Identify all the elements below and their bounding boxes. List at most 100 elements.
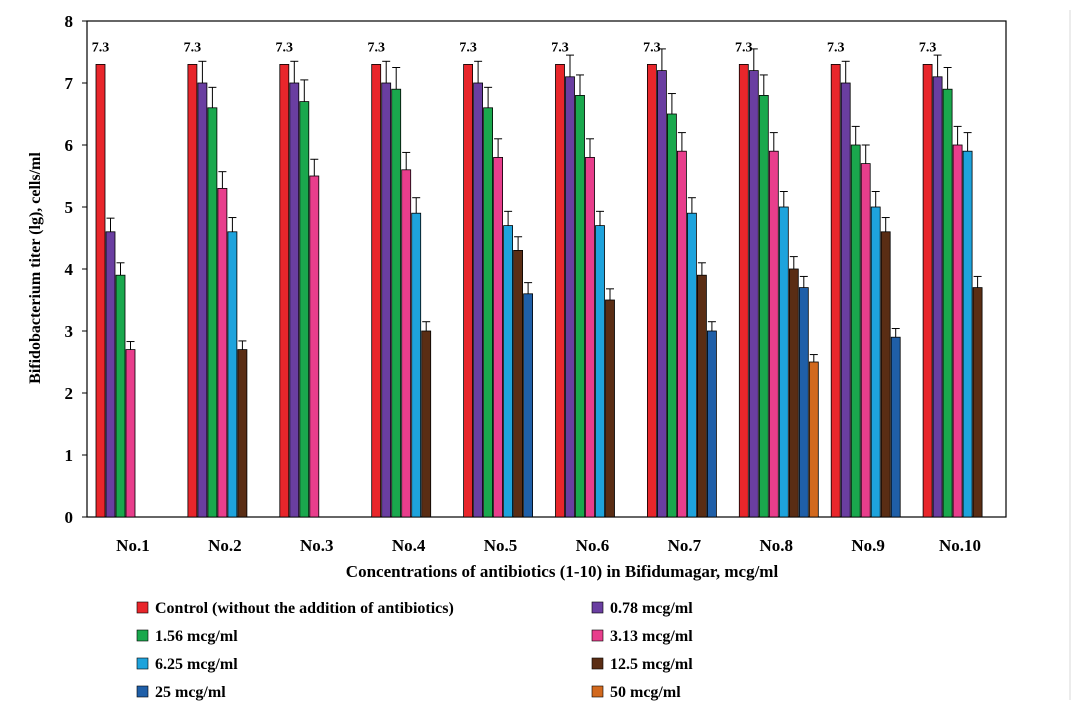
legend-swatch xyxy=(591,657,604,670)
legend-swatch xyxy=(591,629,604,642)
bar xyxy=(952,144,963,518)
bar xyxy=(667,113,677,518)
legend: Control (without the addition of antibio… xyxy=(136,600,693,701)
bar xyxy=(922,64,933,518)
bar xyxy=(309,175,320,518)
bar xyxy=(850,144,861,518)
data-label: 7.3 xyxy=(459,40,477,55)
legend-label: 3.13 mcg/ml xyxy=(610,628,693,645)
bar xyxy=(187,64,198,518)
bar xyxy=(289,82,300,518)
y-tick-label: 7 xyxy=(65,74,74,93)
bar xyxy=(207,107,218,518)
legend-swatch xyxy=(136,629,149,642)
bar xyxy=(237,349,248,518)
bar xyxy=(115,274,126,518)
data-label: 7.3 xyxy=(92,40,110,55)
bar xyxy=(697,274,707,518)
data-label: 7.3 xyxy=(643,40,661,55)
bar xyxy=(788,268,799,518)
bar xyxy=(605,299,615,518)
y-tick-label: 6 xyxy=(65,136,74,155)
bar xyxy=(421,330,432,518)
bar xyxy=(768,150,779,518)
legend-swatch xyxy=(591,601,604,614)
legend-swatch xyxy=(136,601,149,614)
plot-area: 0 1 2 3 4 5 6 7 8 No.1 7.3 No.2 7.3 No.3 7.3 No.4 7.3 No.… xyxy=(65,12,1007,555)
x-tick-label: No.4 xyxy=(392,536,426,555)
y-tick-label: 2 xyxy=(65,384,74,403)
bar xyxy=(748,70,759,518)
bar xyxy=(105,231,116,518)
legend-label: 6.25 mcg/ml xyxy=(155,656,238,673)
bar xyxy=(880,231,891,518)
bar xyxy=(758,95,769,518)
x-tick-label: No.1 xyxy=(116,536,150,555)
bar xyxy=(513,249,523,518)
y-tick-label: 3 xyxy=(65,322,74,341)
bar xyxy=(738,64,749,518)
bar xyxy=(942,88,953,518)
x-axis-label: Concentrations of antibiotics (1-10) in … xyxy=(346,562,779,581)
x-tick-label: No.9 xyxy=(851,536,885,555)
bar xyxy=(565,76,575,518)
data-label: 7.3 xyxy=(367,40,385,55)
legend-swatch xyxy=(136,657,149,670)
bar xyxy=(575,95,585,518)
x-tick-label: No.3 xyxy=(300,536,334,555)
x-tick-label: No.5 xyxy=(484,536,518,555)
data-label: 7.3 xyxy=(827,40,845,55)
x-tick-label: No.2 xyxy=(208,536,242,555)
bar xyxy=(503,225,514,518)
bar xyxy=(227,231,238,518)
bar xyxy=(555,64,565,518)
bar xyxy=(808,361,819,518)
legend-label: 25 mcg/ml xyxy=(155,684,226,701)
x-tick-label: No.6 xyxy=(576,536,610,555)
y-tick-label: 0 xyxy=(65,508,74,527)
data-label: 7.3 xyxy=(276,40,294,55)
x-tick-label: No.8 xyxy=(759,536,793,555)
bar xyxy=(299,101,310,518)
y-tick-label: 1 xyxy=(65,446,74,465)
legend-label: Control (without the addition of antibio… xyxy=(155,600,454,617)
bar xyxy=(473,82,484,518)
bar xyxy=(483,107,494,518)
bar xyxy=(860,163,871,518)
bar xyxy=(371,64,382,518)
data-label: 7.3 xyxy=(919,40,937,55)
bar xyxy=(279,64,290,518)
bar xyxy=(585,156,595,518)
data-label: 7.3 xyxy=(184,40,202,55)
legend-swatch xyxy=(591,685,604,698)
legend-label: 50 mcg/ml xyxy=(610,684,681,701)
bar xyxy=(595,225,605,518)
bar xyxy=(870,206,881,518)
bar xyxy=(778,206,789,518)
bar xyxy=(125,349,136,518)
data-label: 7.3 xyxy=(551,40,569,55)
bar xyxy=(647,64,657,518)
bar xyxy=(677,150,687,518)
y-tick-label: 4 xyxy=(65,260,74,279)
y-tick-label: 5 xyxy=(65,198,74,217)
bar xyxy=(830,64,841,518)
bar xyxy=(962,150,973,518)
bar xyxy=(411,212,422,518)
bar xyxy=(657,70,667,518)
bar xyxy=(197,82,208,518)
bar xyxy=(890,336,901,518)
legend-label: 12.5 mcg/ml xyxy=(610,656,693,673)
bar xyxy=(972,287,983,518)
bar xyxy=(463,64,474,518)
x-tick-label: No.10 xyxy=(939,536,981,555)
x-tick-label: No.7 xyxy=(668,536,702,555)
bar xyxy=(391,88,402,518)
bar xyxy=(798,287,809,518)
y-axis-label: Bifidobacterium titer (lg), cells/ml xyxy=(27,152,44,384)
bar xyxy=(707,330,717,518)
bar xyxy=(523,293,533,518)
legend-label: 1.56 mcg/ml xyxy=(155,628,238,645)
